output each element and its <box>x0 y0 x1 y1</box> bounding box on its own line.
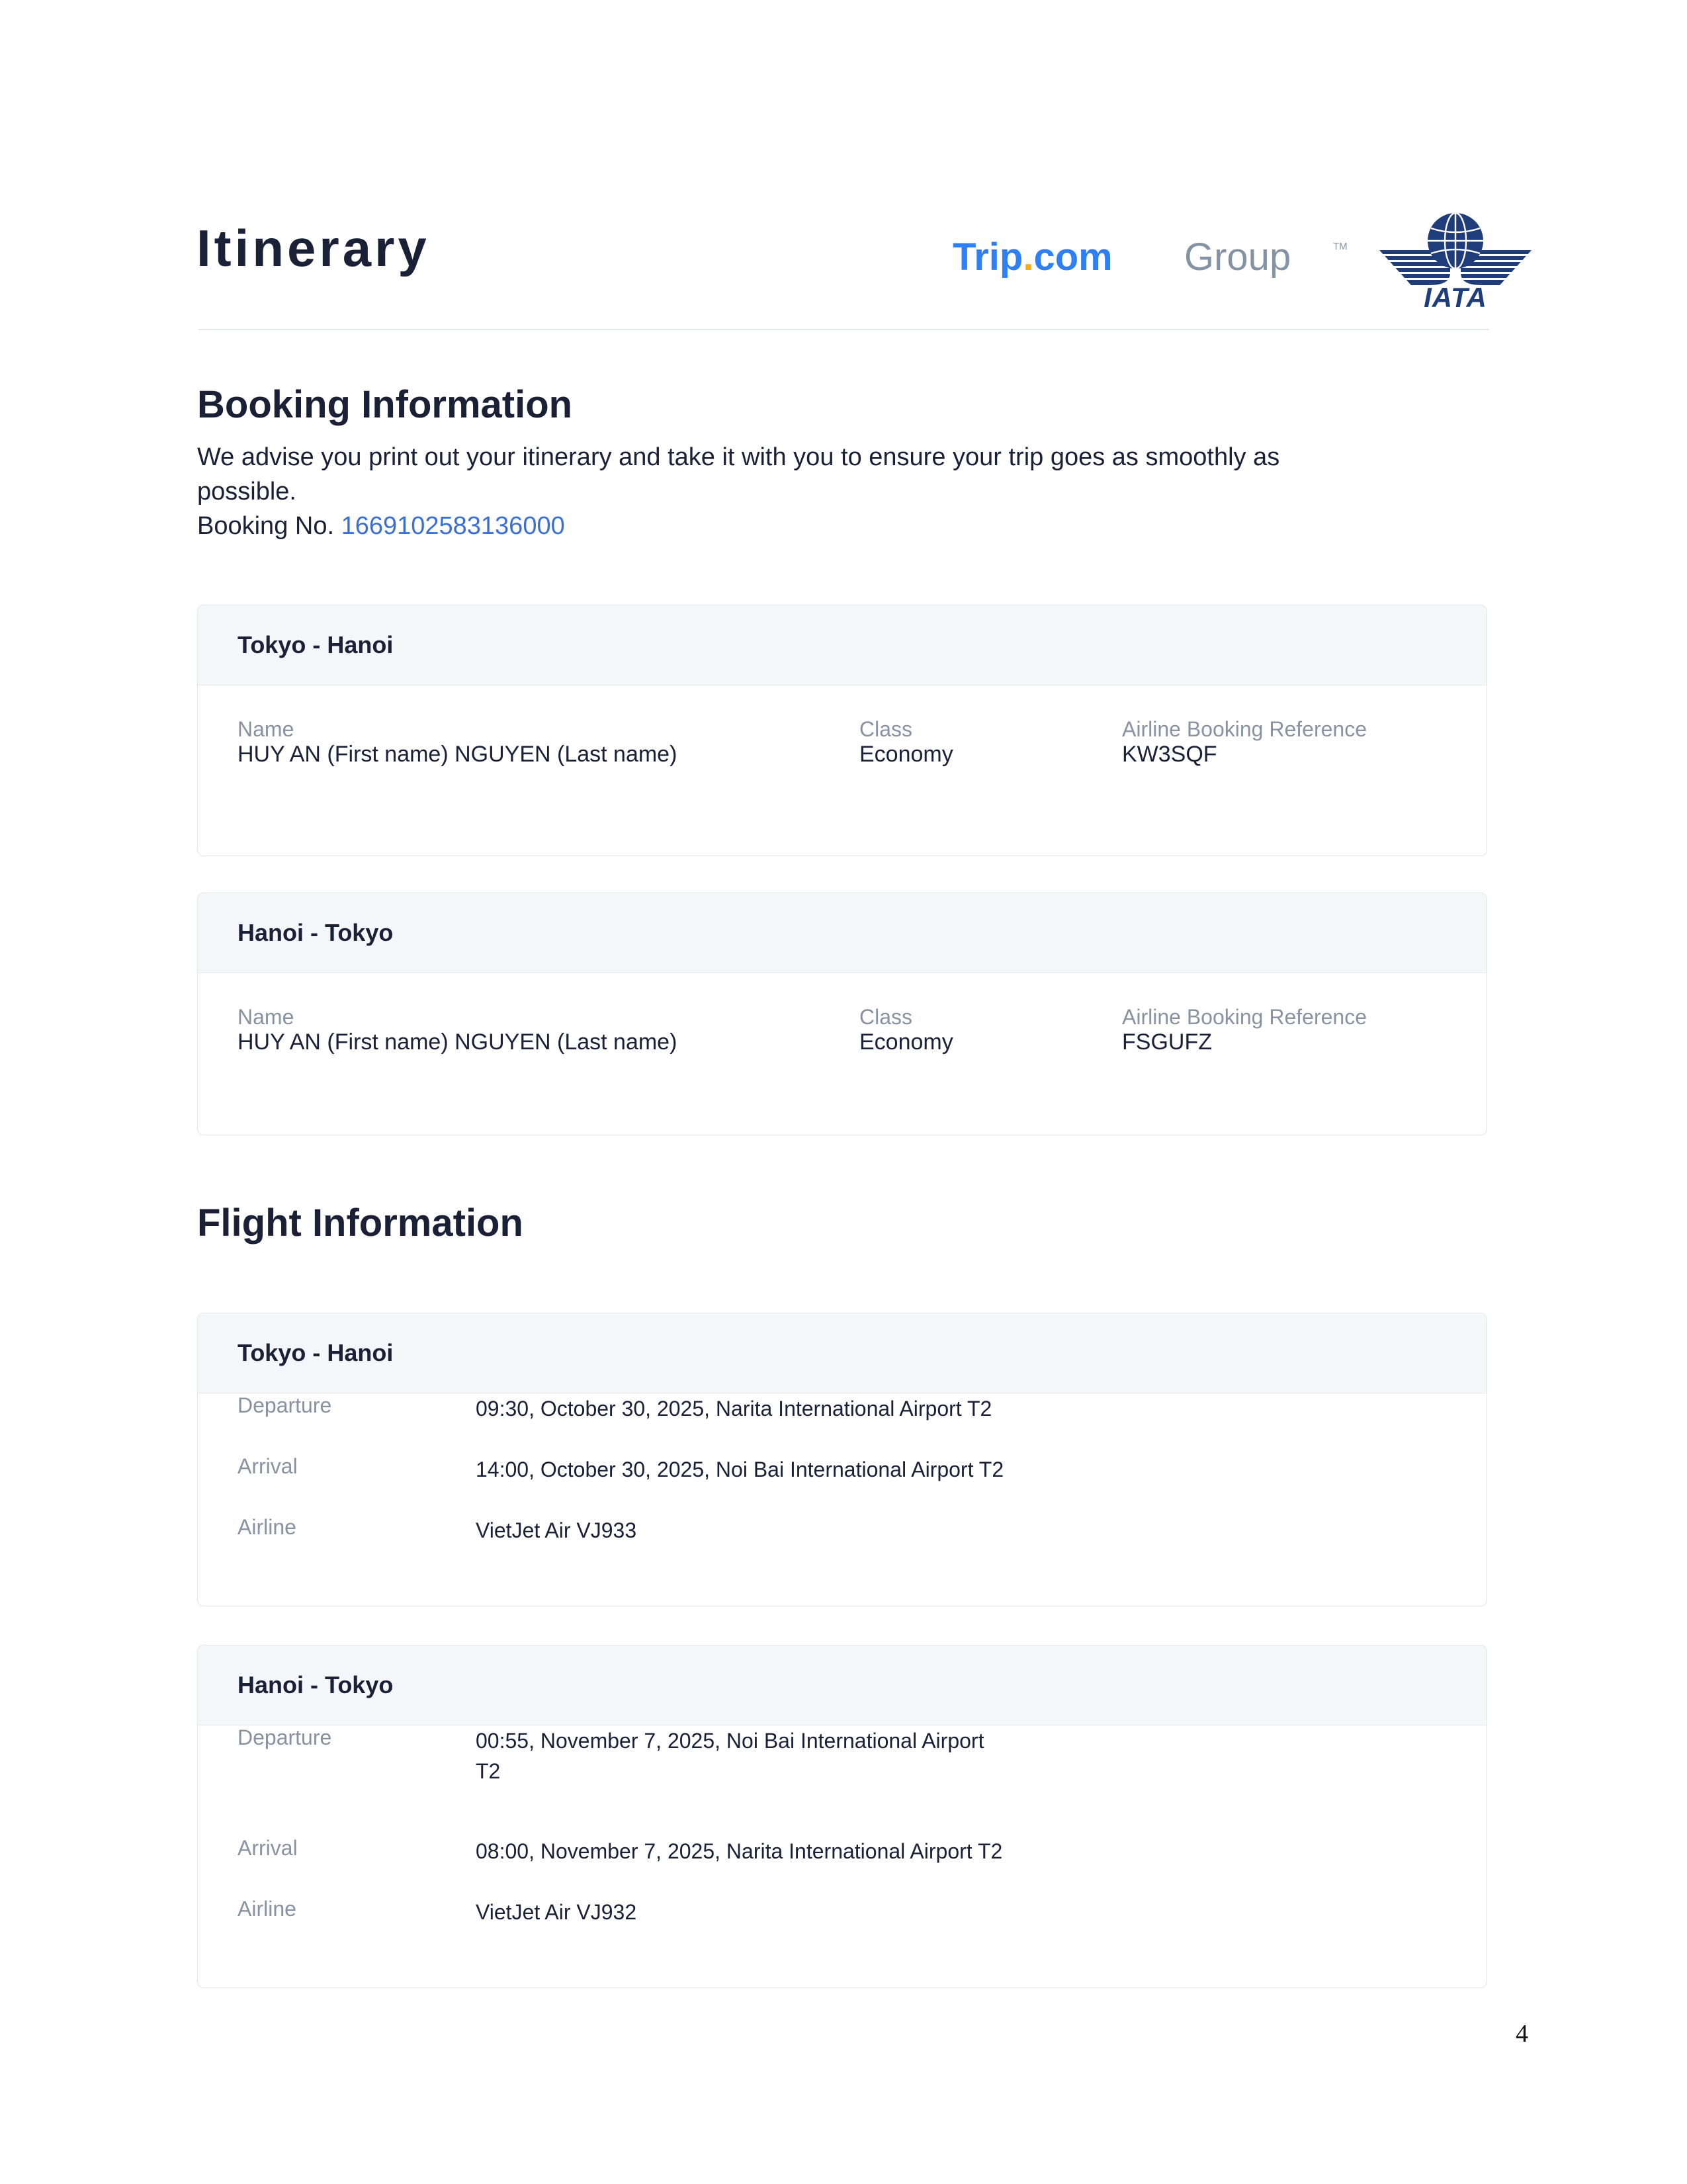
svg-text:IATA: IATA <box>1424 282 1487 310</box>
svg-text:Trip.com: Trip.com <box>953 236 1113 279</box>
svg-text:Group: Group <box>1184 236 1291 279</box>
svg-text:TM: TM <box>1333 241 1348 252</box>
